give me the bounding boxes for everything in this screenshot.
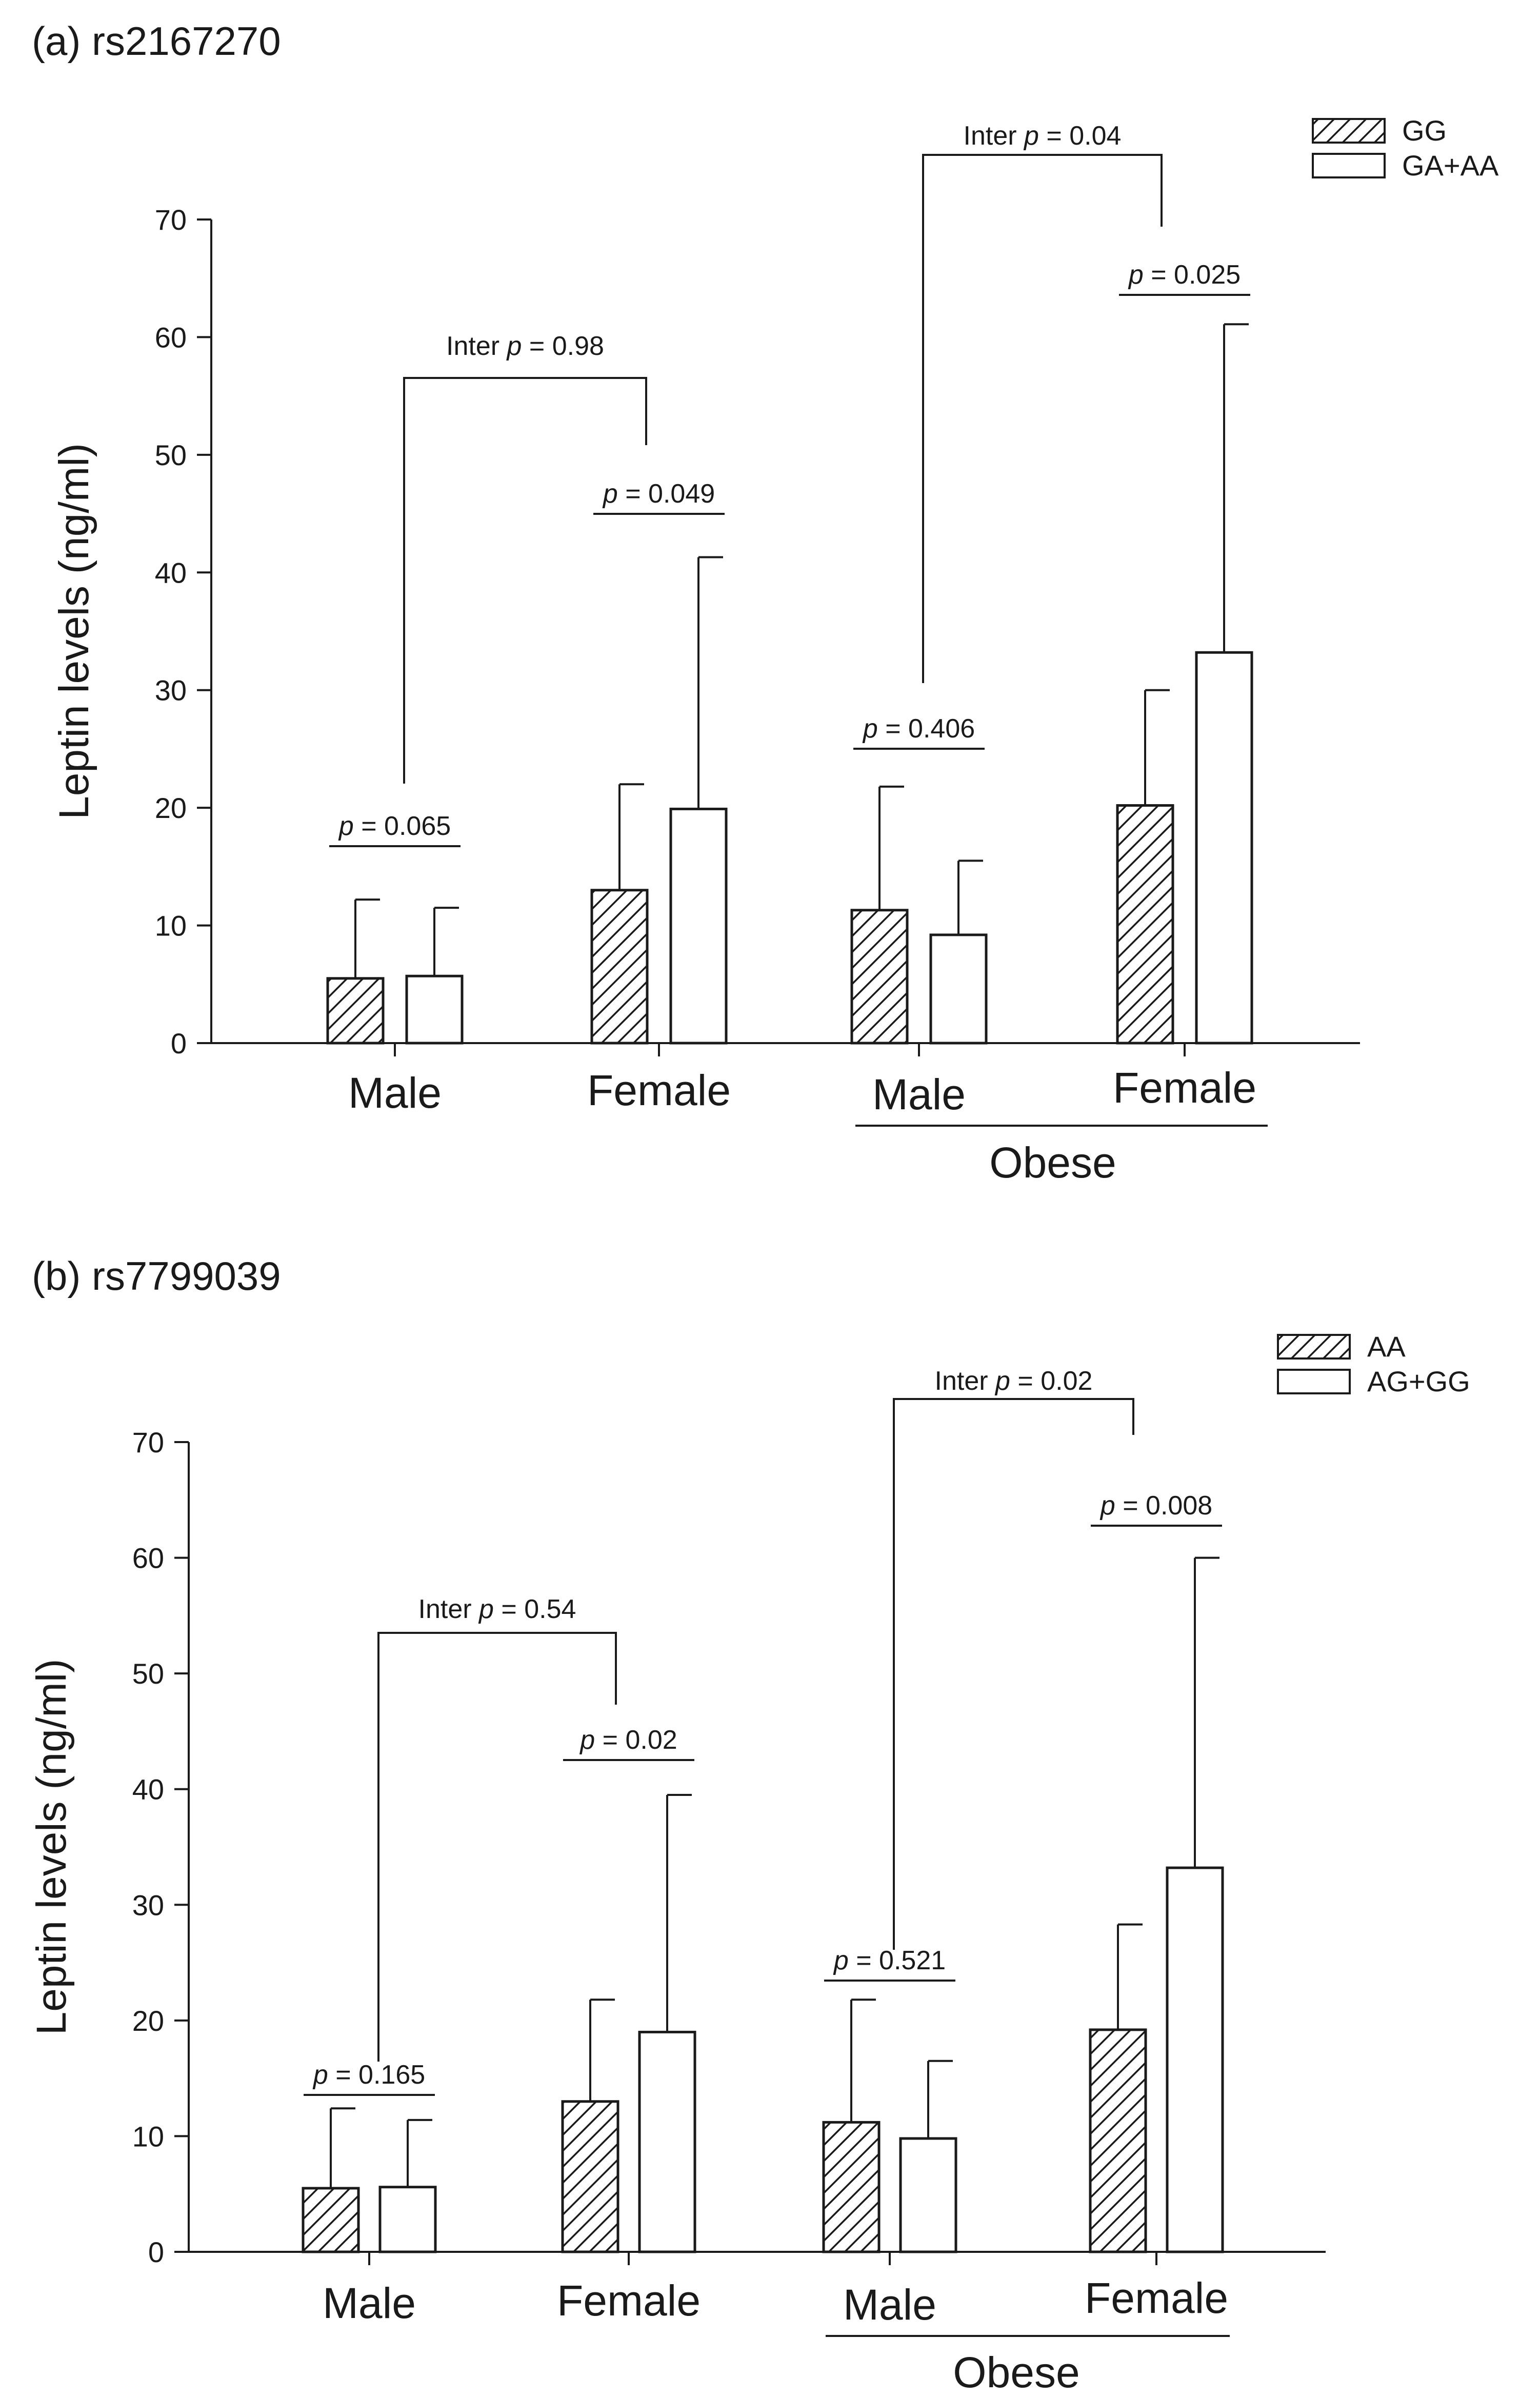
legend-label: GG [1402,114,1447,147]
interaction-pvalue-label: Inter p = 0.02 [935,1366,1093,1396]
pvalue-label: p = 0.02 [579,1725,677,1755]
y-tick-label: 70 [155,204,187,236]
bar-open [638,2030,696,2253]
bar-open [405,974,464,1045]
y-tick-label: 20 [155,792,187,824]
y-axis-label: Leptin levels (ng/ml) [28,1659,75,2035]
x-tick-label: Male [323,2279,416,2327]
legend-swatch-open [1312,153,1386,178]
bar-hatched [590,889,649,1045]
legend-label: GA+AA [1402,149,1499,182]
interaction-pvalue-label: Inter p = 0.04 [964,121,1122,151]
interaction-pvalue-label: Inter p = 0.98 [446,331,604,361]
y-tick-label: 0 [148,2236,164,2268]
bar-open [1166,1866,1224,2253]
chart-panel-b: (b) rs7799039 0 10 20 30 40 50 60 70 Leptin level… [28,1253,1470,2396]
pvalue-label: p = 0.049 [602,479,715,509]
y-tick-label: 40 [132,1773,164,1806]
y-tick-label: 50 [132,1657,164,1690]
interaction-bracket [377,1632,617,2062]
x-tick-label: Female [587,1066,731,1114]
legend-label: AG+GG [1367,1365,1470,1397]
bar-hatched [326,977,385,1045]
y-tick-label: 10 [155,910,187,942]
legend-swatch-hatched [1277,1334,1351,1360]
y-tick-label: 60 [155,321,187,353]
bar-hatched [302,2187,360,2253]
bar-open [899,2137,957,2253]
y-tick-label: 20 [132,2005,164,2037]
pvalue-label: p = 0.406 [862,714,975,744]
pvalue-label: p = 0.025 [1128,260,1241,290]
bar-hatched [561,2100,619,2253]
y-tick-label: 40 [155,556,187,589]
bar-hatched [1116,804,1174,1045]
bar-open [929,933,988,1045]
y-tick-label: 10 [132,2120,164,2152]
pvalue-label: p = 0.065 [338,811,451,841]
legend-label: AA [1367,1330,1406,1363]
interaction-pvalue-label: Inter p = 0.54 [418,1594,576,1624]
pvalue-label: p = 0.008 [1099,1491,1212,1521]
interaction-bracket [922,154,1163,683]
bar-open [1195,651,1253,1045]
obese-group-label: Obese [953,2348,1080,2395]
y-tick-label: 30 [132,1889,164,1921]
y-axis-label: Leptin levels (ng/ml) [51,443,97,820]
chart-title: (b) rs7799039 [32,1253,281,1298]
bar-open [669,807,728,1045]
y-tick-label: 0 [171,1027,187,1060]
x-tick-label: Male [843,2281,936,2329]
legend-swatch-hatched [1312,118,1386,144]
obese-group-label: Obese [989,1138,1116,1187]
pvalue-label: p = 0.521 [833,1946,946,1975]
chart-title: (a) rs2167270 [32,18,281,64]
y-tick-label: 30 [155,674,187,707]
x-tick-label: Male [872,1070,966,1118]
interaction-bracket [893,1398,1134,1950]
interaction-bracket [403,377,647,784]
x-tick-label: Female [1113,1064,1256,1112]
bar-open [378,2186,437,2253]
legend-swatch-open [1277,1369,1351,1394]
y-tick-label: 50 [155,439,187,471]
x-tick-label: Female [557,2276,701,2325]
bar-hatched [822,2121,881,2253]
bar-hatched [850,909,909,1045]
y-tick-label: 70 [132,1426,164,1458]
chart-panel-a: (a) rs2167270 0 10 20 30 40 50 60 70 Leptin level… [32,18,1499,1187]
y-tick-label: 60 [132,1542,164,1574]
bar-hatched [1089,2028,1147,2253]
pvalue-label: p = 0.165 [312,2060,425,2090]
x-tick-label: Female [1085,2274,1228,2322]
x-tick-label: Male [348,1069,442,1117]
